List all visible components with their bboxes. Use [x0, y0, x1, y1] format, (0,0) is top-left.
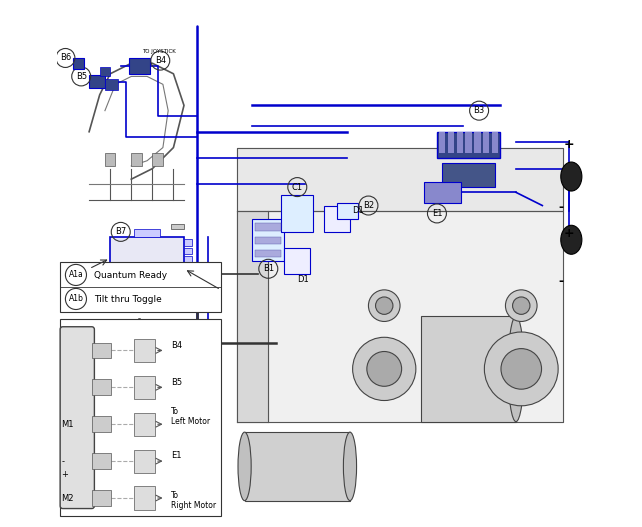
Text: M2: M2: [61, 493, 74, 503]
Text: B3: B3: [474, 106, 485, 115]
Bar: [171, 224, 184, 229]
Bar: [492, 132, 498, 153]
Text: +: +: [564, 227, 574, 240]
Text: D1: D1: [297, 275, 309, 284]
Bar: [184, 281, 192, 288]
Text: B4: B4: [155, 56, 166, 65]
Bar: [184, 248, 192, 254]
Bar: [128, 58, 150, 74]
Polygon shape: [237, 211, 268, 422]
Text: To
Left Motor: To Left Motor: [171, 407, 210, 426]
Bar: [134, 486, 155, 510]
Bar: [281, 195, 313, 232]
Bar: [483, 132, 489, 153]
Text: B5: B5: [171, 378, 182, 387]
Bar: [92, 379, 110, 395]
Text: B5: B5: [76, 72, 87, 81]
Bar: [134, 450, 155, 473]
Circle shape: [505, 290, 537, 321]
Bar: [456, 132, 463, 153]
Circle shape: [501, 349, 542, 389]
Bar: [421, 316, 516, 422]
Ellipse shape: [343, 432, 356, 501]
Bar: [134, 376, 155, 399]
Bar: [110, 237, 184, 290]
Text: TO JOYSTICK: TO JOYSTICK: [142, 48, 175, 54]
Ellipse shape: [560, 162, 582, 191]
Text: D1: D1: [352, 207, 365, 216]
Text: Tilt thru Toggle: Tilt thru Toggle: [94, 296, 162, 305]
Ellipse shape: [508, 316, 524, 422]
Text: A1b: A1b: [69, 295, 83, 304]
Bar: [60, 262, 221, 312]
Bar: [184, 239, 192, 246]
Bar: [184, 265, 192, 271]
Bar: [131, 153, 142, 166]
Bar: [424, 182, 461, 203]
Text: -: -: [558, 201, 563, 214]
Bar: [92, 343, 110, 358]
Bar: [152, 153, 163, 166]
Bar: [255, 223, 281, 231]
Bar: [448, 132, 454, 153]
Text: C1: C1: [291, 182, 303, 192]
Circle shape: [512, 297, 530, 314]
Bar: [73, 58, 84, 69]
Ellipse shape: [238, 432, 251, 501]
Bar: [152, 290, 173, 298]
Bar: [100, 67, 110, 76]
Bar: [337, 203, 358, 219]
Bar: [245, 432, 350, 501]
Text: B1: B1: [263, 264, 274, 274]
Text: E1: E1: [431, 209, 442, 218]
Bar: [92, 453, 110, 469]
Circle shape: [484, 332, 558, 406]
Bar: [184, 273, 192, 279]
Circle shape: [367, 352, 402, 386]
Text: B4: B4: [171, 341, 182, 350]
Bar: [134, 229, 160, 237]
FancyBboxPatch shape: [60, 327, 94, 509]
Text: B7: B7: [115, 227, 126, 237]
Circle shape: [352, 337, 416, 401]
Text: -: -: [61, 456, 64, 466]
Text: B2: B2: [363, 201, 374, 210]
Circle shape: [376, 297, 393, 314]
Bar: [255, 237, 281, 244]
Bar: [255, 250, 281, 257]
Bar: [134, 339, 155, 362]
Text: +: +: [564, 138, 574, 151]
Text: +: +: [61, 470, 68, 479]
Bar: [474, 132, 480, 153]
Bar: [184, 256, 192, 262]
Text: Quantum Ready: Quantum Ready: [94, 271, 168, 280]
Ellipse shape: [560, 225, 582, 254]
Polygon shape: [237, 211, 564, 422]
Circle shape: [369, 290, 400, 321]
Bar: [92, 416, 110, 432]
Text: E1: E1: [171, 452, 181, 461]
Bar: [437, 132, 500, 158]
Bar: [439, 132, 446, 153]
Text: -: -: [558, 275, 563, 288]
Bar: [89, 75, 105, 88]
Bar: [284, 248, 311, 274]
Bar: [92, 490, 110, 506]
Bar: [465, 132, 472, 153]
Polygon shape: [237, 148, 564, 211]
Text: B6: B6: [60, 53, 71, 63]
Text: A1a: A1a: [69, 270, 83, 279]
Bar: [134, 413, 155, 436]
Bar: [324, 206, 350, 232]
Text: To
Right Motor: To Right Motor: [171, 491, 216, 510]
Bar: [442, 163, 495, 187]
Bar: [60, 319, 221, 516]
Bar: [252, 219, 284, 261]
Bar: [105, 79, 118, 90]
Bar: [105, 153, 116, 166]
Text: M1: M1: [61, 419, 74, 429]
